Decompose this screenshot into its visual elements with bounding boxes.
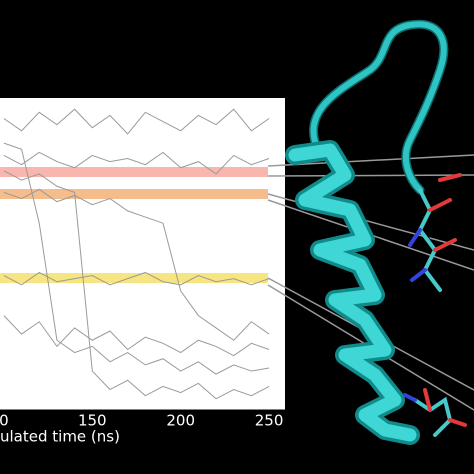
- loop: [310, 21, 447, 193]
- stick: [413, 396, 453, 437]
- stick: [417, 188, 442, 292]
- protein-ribbon: [285, 19, 449, 445]
- x-tick-label: 150: [78, 412, 107, 430]
- side-chains: [403, 173, 467, 437]
- stick-nitrogen: [403, 393, 417, 402]
- plot-area: [3, 108, 270, 400]
- highlight-bands: [0, 167, 268, 283]
- plot-panel: [0, 98, 285, 410]
- stick-oxygen: [423, 388, 467, 427]
- band-yellow: [0, 273, 268, 283]
- trace: [3, 170, 270, 400]
- trace: [3, 271, 270, 286]
- x-tick-label: 0: [0, 412, 9, 430]
- connector: [267, 174, 474, 177]
- x-tick-label: 200: [166, 412, 195, 430]
- trace: [3, 188, 270, 341]
- stick-oxygen: [428, 173, 462, 252]
- band-pink: [0, 167, 268, 177]
- stick-nitrogen: [408, 228, 427, 282]
- helix: [288, 143, 417, 442]
- x-tick-label: 250: [255, 412, 284, 430]
- connector: [267, 154, 474, 167]
- trace: [3, 315, 270, 357]
- x-axis-label: ulated time (ns): [0, 428, 120, 446]
- trace: [3, 108, 270, 135]
- trace: [3, 142, 270, 375]
- trace: [3, 151, 270, 175]
- band-orange: [0, 189, 268, 199]
